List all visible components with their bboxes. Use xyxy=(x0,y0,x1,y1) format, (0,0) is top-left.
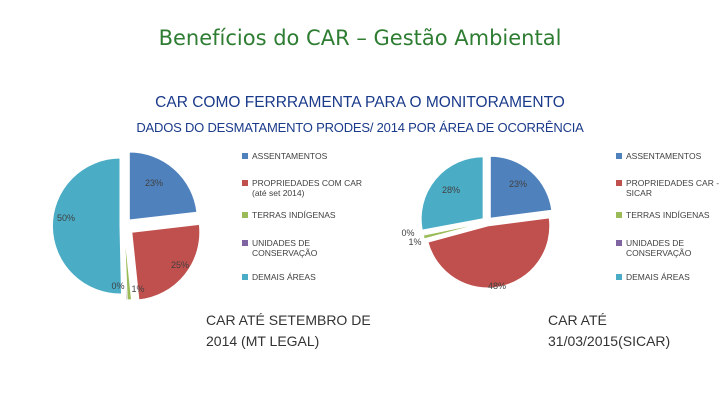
chart-1-slice-1 xyxy=(128,151,198,221)
chart-2-legend-swatch-2 xyxy=(616,180,622,186)
chart-1-data-label-4: 0% xyxy=(111,281,124,291)
chart-2-legend-label-1: ASSENTAMENTOS xyxy=(626,151,702,161)
chart-2-legend-swatch-1 xyxy=(616,153,622,159)
slide-title: Benefícios do CAR – Gestão Ambiental xyxy=(158,26,562,50)
chart-1-data-label-5: 50% xyxy=(57,213,75,223)
chart-2-data-label-3: 1% xyxy=(408,237,421,247)
chart-2-slice-1 xyxy=(489,155,553,219)
chart-2-caption: CAR ATÉ 31/03/2015(SICAR) xyxy=(548,312,671,349)
chart-1-slice-5 xyxy=(51,157,123,295)
chart-2-data-label-4: 0% xyxy=(401,228,414,238)
chart-1-slice-2 xyxy=(131,223,201,301)
chart-1-legend-swatch-5 xyxy=(242,274,248,280)
chart-1-legend-swatch-4 xyxy=(242,240,248,246)
chart-2-legend-swatch-5 xyxy=(616,274,622,280)
chart-2-data-label-2: 48% xyxy=(488,281,506,291)
chart-2-legend-swatch-3 xyxy=(616,212,622,218)
chart-1-data-label-3: 1% xyxy=(131,284,144,294)
chart-2-legend-label-3: TERRAS INDÍGENAS xyxy=(626,210,710,220)
chart-2-data-label-5: 28% xyxy=(442,185,460,195)
slide-data-source: DADOS DO DESMATAMENTO PRODES/ 2014 POR Á… xyxy=(136,120,584,135)
chart-1-legend-swatch-2 xyxy=(242,180,248,186)
chart-1-legend-swatch-1 xyxy=(242,153,248,159)
chart-2-legend-swatch-4 xyxy=(616,240,622,246)
chart-2-legend-label-4: UNIDADES DE CONSERVAÇÃO xyxy=(626,238,692,258)
chart-1-caption: CAR ATÉ SETEMBRO DE 2014 (MT LEGAL) xyxy=(206,312,371,349)
chart-1-data-label-2: 25% xyxy=(171,260,189,270)
chart-1-legend-label-3: TERRAS INDÍGENAS xyxy=(252,210,336,220)
slide-subtitle: CAR COMO FERRRAMENTA PARA O MONITORAMENT… xyxy=(155,94,565,111)
chart-1-legend-swatch-3 xyxy=(242,212,248,218)
chart-1-data-label-1: 23% xyxy=(145,178,163,188)
chart-1-legend-label-1: ASSENTAMENTOS xyxy=(252,151,328,161)
chart-1-legend-label-2: PROPRIEDADES COM CAR (até set 2014) xyxy=(252,178,362,198)
chart-1-slice-4 xyxy=(123,231,128,301)
chart-2-data-label-1: 23% xyxy=(509,179,527,189)
chart-2-slice-2 xyxy=(427,217,551,289)
chart-1-legend-label-4: UNIDADES DE CONSERVAÇÃO xyxy=(252,238,318,258)
chart-2-legend-label-5: DEMAIS ÁREAS xyxy=(626,272,690,282)
chart-2-slice-5 xyxy=(420,156,484,231)
chart-1-legend-label-5: DEMAIS ÁREAS xyxy=(252,272,316,282)
chart-2-slice-4 xyxy=(422,222,485,236)
chart-2-legend-label-2: PROPRIEDADES CAR -SICAR xyxy=(626,178,719,198)
